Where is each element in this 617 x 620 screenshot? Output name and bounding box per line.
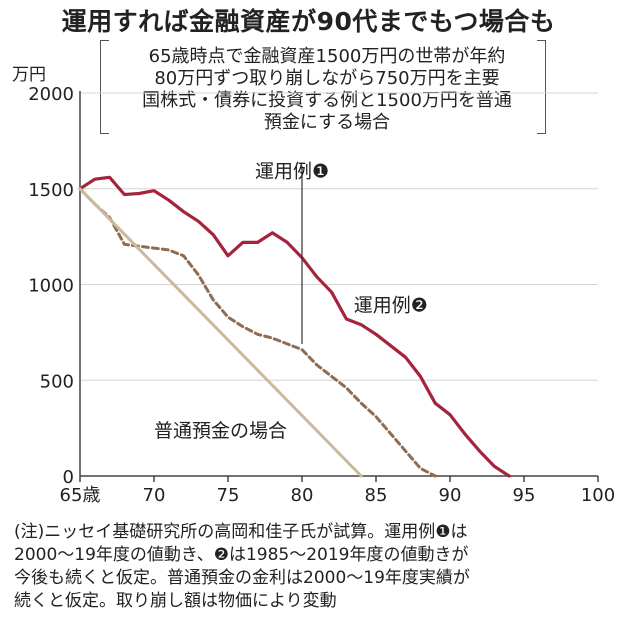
description-line: 預金にする場合	[263, 112, 391, 133]
series-line-savings	[78, 187, 363, 478]
x-tick-label: 85	[365, 485, 388, 506]
x-tick-label: 80	[291, 485, 314, 506]
footnote-line: (注)ニッセイ基礎研究所の高岡和佳子氏が試算。運用例❶は	[14, 522, 468, 542]
chart-title: 運用すれば金融資産が90代までもつ場合も	[61, 7, 556, 36]
x-tick-label: 75	[217, 485, 240, 506]
y-tick-label: 1000	[28, 276, 74, 297]
footnote-line: 今後も続くと仮定。普通預金の金利は2000～19年度実績が	[14, 568, 470, 588]
series-line-example-1	[78, 175, 511, 478]
series-label-example-1: 運用例❶	[255, 161, 329, 183]
x-tick-label: 95	[513, 485, 536, 506]
y-tick-label: 1500	[28, 180, 74, 201]
description-line: 80万円ずつ取り崩しながら750万円を主要	[154, 68, 500, 89]
y-tick-label: 500	[40, 371, 74, 392]
description-bracket-right	[537, 40, 546, 134]
footnote: (注)ニッセイ基礎研究所の高岡和佳子氏が試算。運用例❶は 2000～19年度の値…	[14, 521, 614, 613]
chart-description: 65歳時点で金融資産1500万円の世帯が年約 80万円ずつ取り崩しながら750万…	[112, 46, 542, 134]
footnote-line: 続くと仮定。取り崩し額は物価により変動	[14, 591, 337, 611]
series-label-savings: 普通預金の場合	[154, 420, 287, 442]
y-tick-label: 0	[63, 467, 74, 488]
x-tick-label: 70	[143, 485, 166, 506]
description-line: 65歳時点で金融資産1500万円の世帯が年約	[148, 46, 506, 67]
x-tick-label: 65歳	[60, 485, 101, 506]
series-line-example-2	[78, 187, 437, 478]
y-tick-label: 2000	[28, 84, 74, 105]
x-tick-label: 90	[439, 485, 462, 506]
x-tick-label: 100	[581, 485, 615, 506]
series-label-example-2: 運用例❷	[354, 295, 428, 317]
description-bracket-left	[100, 40, 109, 134]
line-chart: 0 500 1000 1500 2000 65歳 70 75 80 85 90 95 100 運用例❶ 運用…	[28, 84, 615, 506]
description-line: 国株式・債券に投資する例と1500万円を普通	[142, 90, 512, 111]
footnote-line: 2000～19年度の値動き、❷は1985～2019年度の値動きが	[14, 545, 469, 565]
y-axis-unit-label: 万円	[12, 65, 46, 85]
